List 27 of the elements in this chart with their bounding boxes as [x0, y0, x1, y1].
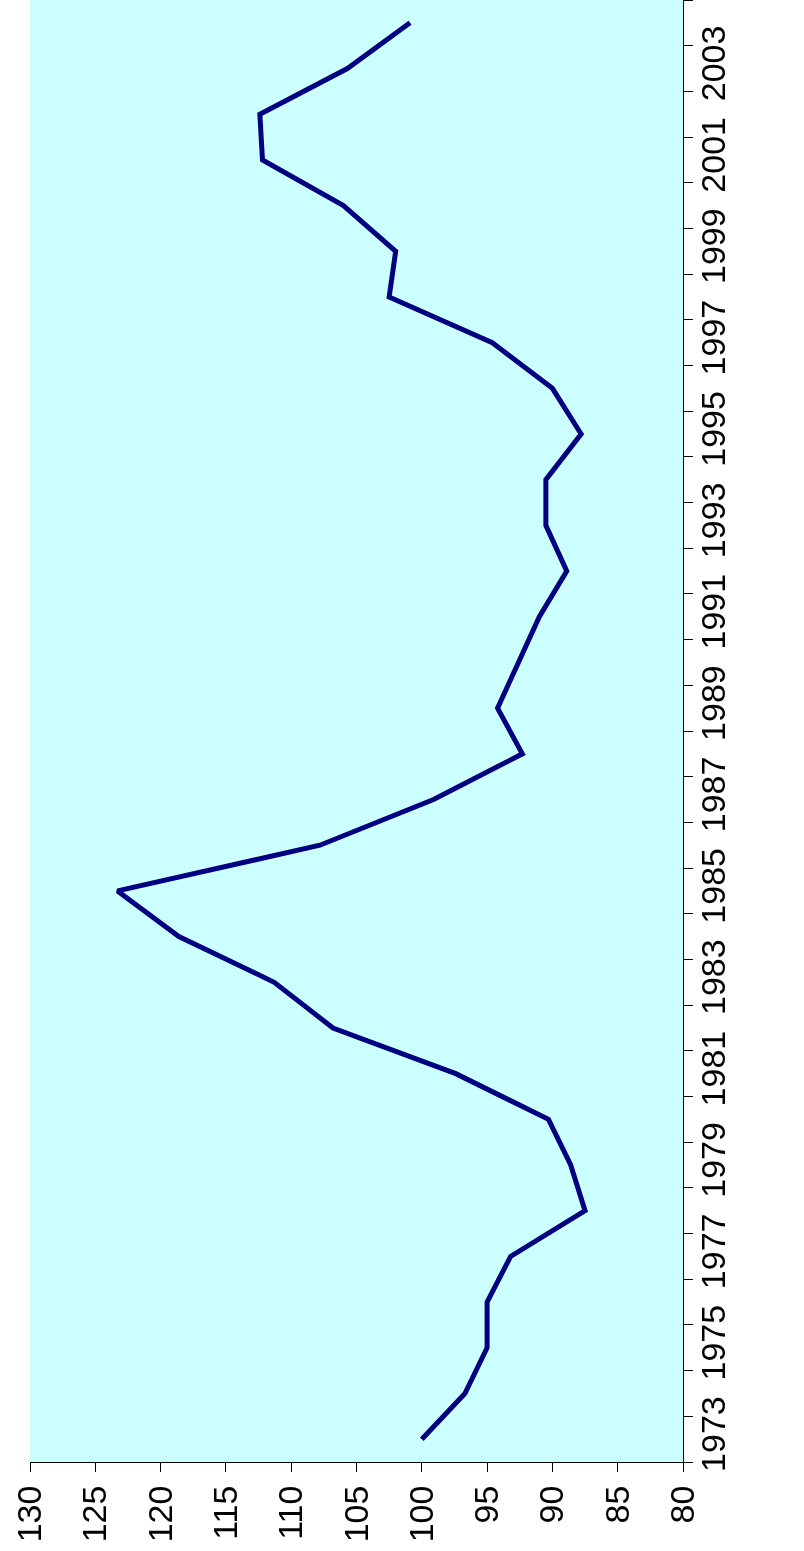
x-tick-label: 130	[10, 1485, 49, 1543]
x-tick-label: 125	[75, 1485, 114, 1543]
x-tick-label: 95	[467, 1485, 506, 1524]
y-tick-label: 1977	[693, 1213, 732, 1290]
x-tick-label: 110	[271, 1485, 310, 1540]
y-tick-label: 1975	[693, 1304, 732, 1381]
y-tick-label: 1985	[693, 847, 732, 924]
y-tick-label: 1987	[693, 756, 732, 833]
x-tick-label: 120	[140, 1485, 179, 1543]
x-tick-label: 105	[336, 1485, 375, 1543]
y-tick-label: 1973	[693, 1396, 732, 1472]
y-tick-label: 1997	[693, 299, 732, 376]
x-tick-label: 90	[532, 1485, 571, 1524]
y-tick-label: 1995	[693, 391, 732, 467]
x-tick-label: 115	[205, 1485, 244, 1540]
x-tick-label: 80	[663, 1485, 702, 1524]
y-tick-label: 2001	[693, 116, 732, 193]
y-tick-label: 1999	[693, 208, 732, 284]
y-tick-label: 1989	[693, 665, 732, 741]
y-tick-label: 1979	[693, 1122, 732, 1198]
y-tick-label: 1983	[693, 939, 732, 1015]
x-tick-label: 100	[401, 1485, 440, 1543]
y-tick-label: 1991	[693, 573, 732, 650]
y-tick-label: 2003	[693, 25, 732, 102]
y-tick-label: 1981	[693, 1030, 732, 1107]
y-tick-label: 1993	[693, 482, 732, 559]
x-tick-label: 85	[597, 1485, 636, 1524]
